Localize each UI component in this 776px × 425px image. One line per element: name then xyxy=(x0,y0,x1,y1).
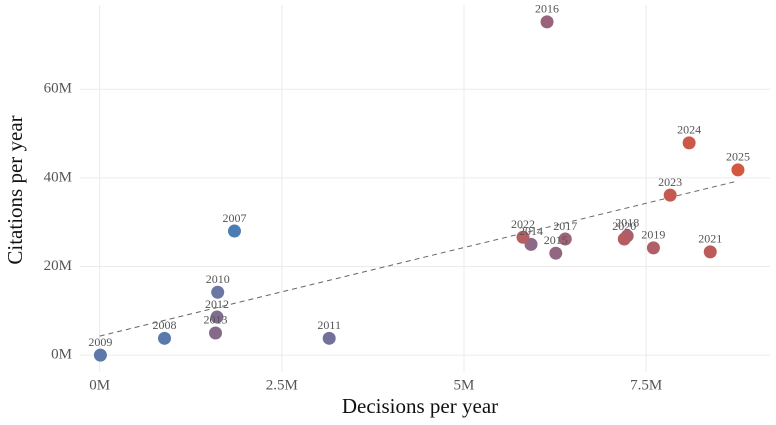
point-label: 2019 xyxy=(641,228,665,242)
point-label: 2017 xyxy=(553,219,577,233)
point xyxy=(93,348,107,362)
x-tick-label: 2.5M xyxy=(266,377,298,393)
point xyxy=(617,232,631,246)
y-tick-label: 40M xyxy=(44,169,72,185)
point xyxy=(731,163,745,177)
point xyxy=(682,136,696,150)
point xyxy=(646,241,660,255)
x-tick-label: 7.5M xyxy=(630,377,662,393)
x-tick-label: 0M xyxy=(89,377,110,393)
point xyxy=(211,285,225,299)
point xyxy=(703,245,717,259)
y-tick-label: 60M xyxy=(44,81,72,97)
y-axis-title: Citations per year xyxy=(3,115,27,264)
point-label: 2016 xyxy=(535,2,559,16)
point-label: 2013 xyxy=(204,313,228,327)
point xyxy=(322,331,336,345)
point-label: 2024 xyxy=(677,123,701,137)
y-tick-label: 20M xyxy=(44,258,72,274)
point-label: 2014 xyxy=(519,224,543,238)
x-tick-label: 5M xyxy=(454,377,475,393)
point-label: 2012 xyxy=(205,297,229,311)
point-label: 2021 xyxy=(698,232,722,246)
trend-line xyxy=(99,180,739,337)
point xyxy=(558,232,572,246)
point-label: 2020 xyxy=(612,219,636,233)
point-label: 2023 xyxy=(658,175,682,189)
point xyxy=(663,188,677,202)
point-label: 2011 xyxy=(317,318,341,332)
point xyxy=(209,326,223,340)
point-label: 2010 xyxy=(206,272,230,286)
point xyxy=(549,246,563,260)
point-label: 2008 xyxy=(153,318,177,332)
point-label: 2022 xyxy=(511,217,535,231)
point-label: 2007 xyxy=(222,211,246,225)
point-label: 2015 xyxy=(544,233,568,247)
point xyxy=(540,15,554,29)
point xyxy=(210,310,224,324)
x-axis-title: Decisions per year xyxy=(342,394,498,418)
point-label: 2025 xyxy=(726,150,750,164)
point-label: 2009 xyxy=(88,335,112,349)
point xyxy=(227,224,241,238)
point xyxy=(516,230,530,244)
y-tick-label: 0M xyxy=(51,347,72,363)
point-label: 2018 xyxy=(615,216,639,230)
point xyxy=(158,331,172,345)
